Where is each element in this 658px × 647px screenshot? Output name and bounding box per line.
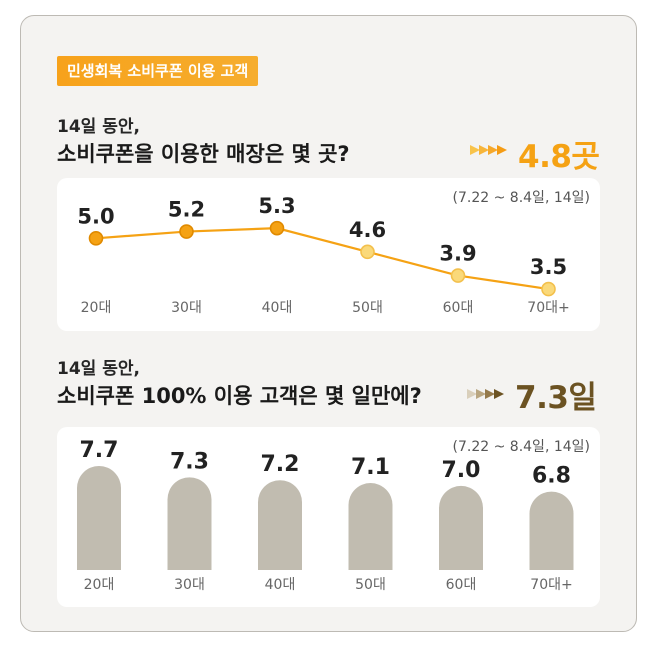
line-category-label: 30대 [171,300,202,316]
line-point [360,244,375,260]
bar-category-label: 20대 [84,577,115,593]
section1-question-line2: 소비쿠폰을 이용한 매장은 몇 곳? [57,142,350,166]
line-category-label: 50대 [352,300,383,316]
line-value-label: 5.3 [258,194,295,218]
section1-highlight-value: 4.8곳 [518,139,600,175]
bar-category-label: 60대 [446,577,477,593]
line-category-label: 20대 [81,300,112,316]
bar-value-label: 7.0 [442,458,481,483]
line-value-label: 5.0 [77,204,114,228]
line-chart-panel: (7.22 ~ 8.4일, 14일) 5.0 20대 5.2 30대 5.3 40대 4.6… [57,178,600,331]
bar-category-label: 50대 [355,577,386,593]
bar-category-label: 70대+ [530,577,572,593]
bar-chart-period: (7.22 ~ 8.4일, 14일) [452,439,590,455]
bar-category-label: 40대 [265,577,296,593]
line-point [541,281,556,297]
line-point [88,231,104,246]
line-value-label: 4.6 [349,218,386,242]
bar [529,491,574,570]
title-badge: 민생회복 소비쿠폰 이용 고객 [57,56,259,86]
bar [258,480,302,570]
line-chart: 5.0 20대 5.2 30대 5.3 40대 4.6 50대 3.9 60대 3.5 70대+ [77,194,569,316]
line-point [450,268,466,283]
bar-value-label: 7.7 [80,438,119,463]
bar [77,466,121,570]
line-point [179,224,194,239]
line-value-label: 3.5 [530,255,567,279]
arrow-icon [470,145,507,155]
line-category-label: 60대 [443,300,474,316]
bar-value-label: 7.2 [261,452,300,477]
bar [167,477,212,570]
line-value-label: 3.9 [439,242,476,266]
line-category-label: 40대 [262,300,293,316]
section2-question-line1: 14일 동안, [57,359,140,379]
bar [348,483,393,570]
section1-question-line1: 14일 동안, [57,117,140,137]
bar-chart: 7.7 20대 7.3 30대 7.2 40대 7.1 50대 7.0 60대 6.8 70대+ [77,438,574,593]
bar [439,485,483,570]
bar-chart-panel: (7.22 ~ 8.4일, 14일) 7.7 20대 7.3 30대 7.2 40대 7.1… [57,427,600,607]
bar-value-label: 7.1 [351,455,390,480]
line-chart-period: (7.22 ~ 8.4일, 14일) [452,190,590,206]
arrow-icon [467,389,504,399]
bar-value-label: 6.8 [532,464,571,489]
line-series [95,227,549,291]
bar-category-label: 30대 [174,577,205,593]
section2-highlight-value: 7.3일 [515,380,597,416]
bar-value-label: 7.3 [170,449,209,474]
line-value-label: 5.2 [168,198,205,222]
section2-question-line2: 소비쿠폰 100% 이용 고객은 몇 일만에? [57,384,422,408]
line-point [269,220,285,236]
line-category-label: 70대+ [527,300,569,316]
